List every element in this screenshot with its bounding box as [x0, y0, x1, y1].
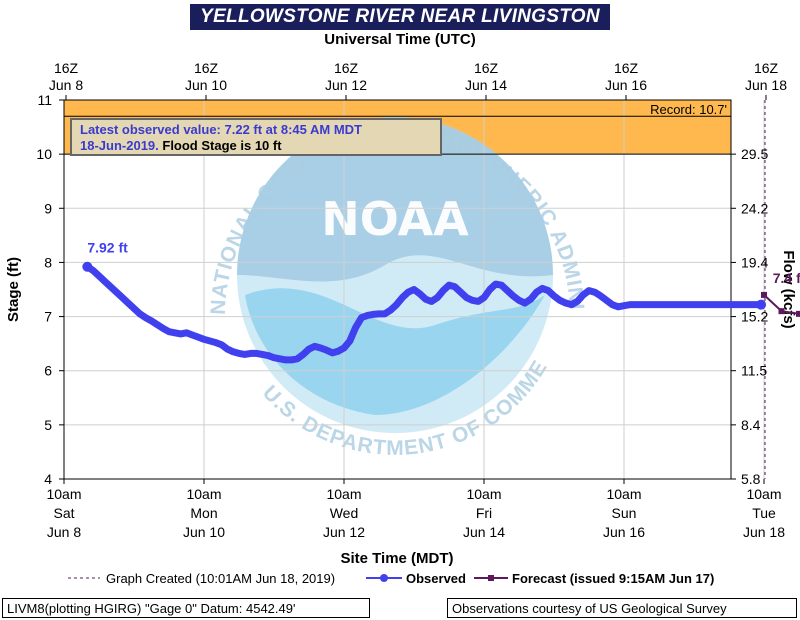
chart-title: YELLOWSTONE RIVER NEAR LIVINGSTON: [190, 4, 610, 30]
x-axis-title: Site Time (MDT): [340, 550, 453, 567]
forecast-start-annotation: 7.4 ft: [773, 270, 800, 286]
top-tick-time-label: 16Z: [194, 60, 219, 76]
observed-first-point: [82, 261, 93, 272]
record-stage-label: Record: 10.7': [650, 102, 727, 117]
x-tick-date-label: Jun 8: [47, 524, 81, 540]
datum-info: LIVM8(plotting HGIRG) "Gage 0" Datum: 45…: [2, 598, 370, 618]
x-tick-day-label: Tue: [752, 505, 776, 521]
top-tick-date-label: Jun 8: [49, 77, 83, 93]
utc-axis-title: Universal Time (UTC): [324, 31, 476, 48]
y2-tick-label: 11.5: [741, 363, 767, 379]
y2-tick-label: 29.5: [741, 146, 768, 162]
observed-peak-annotation: 7.92 ft: [87, 240, 128, 256]
legend-observed-label: Observed: [406, 571, 466, 586]
noaa-logo-text: NOAA: [321, 192, 469, 246]
forecast-point: [761, 291, 767, 298]
latest-observed-info-box: Latest observed value: 7.22 ft at 8:45 A…: [70, 118, 442, 156]
y-tick-label: 6: [44, 363, 52, 379]
plot-frame: [63, 99, 732, 480]
latest-observed-date: 18-Jun-2019.: [80, 138, 159, 153]
top-tick-date-label: Jun 10: [185, 77, 227, 93]
top-tick-time-label: 16Z: [54, 60, 79, 76]
y2-tick-label: 5.8: [741, 471, 761, 487]
x-tick-time-label: 10am: [186, 486, 221, 502]
legend-observed-marker: [380, 574, 388, 582]
x-tick-day-label: Fri: [476, 505, 492, 521]
x-tick-day-label: Wed: [330, 505, 359, 521]
y-tick-label: 11: [37, 92, 52, 108]
legend-forecast-label: Forecast (issued 9:15AM Jun 17): [512, 571, 714, 586]
y2-tick-label: 19.4: [741, 254, 768, 270]
x-tick-day-label: Mon: [190, 505, 217, 521]
x-tick-date-label: Jun 18: [743, 524, 785, 540]
flood-stage-text: Flood Stage is 10 ft: [158, 138, 282, 153]
top-tick-time-label: 16Z: [474, 60, 499, 76]
data-source-credit: Observations courtesy of US Geological S…: [447, 598, 797, 618]
x-tick-time-label: 10am: [606, 486, 641, 502]
y2-tick-label: 8.4: [741, 417, 761, 433]
x-tick-time-label: 10am: [326, 486, 361, 502]
forecast-point: [778, 308, 785, 315]
top-tick-date-label: Jun 18: [745, 77, 787, 93]
y-tick-label: 10: [36, 146, 52, 162]
forecast-point: [796, 310, 800, 317]
top-tick-date-label: Jun 12: [325, 77, 367, 93]
observed-series-line: [83, 263, 765, 364]
x-tick-time-label: 10am: [466, 486, 501, 502]
noaa-logo-sky: [237, 117, 553, 282]
y2-tick-label: 24.2: [741, 200, 768, 216]
y2-axis-title: Flow (kcfs): [780, 250, 797, 328]
legend-forecast-marker: [488, 575, 494, 581]
x-tick-date-label: Jun 12: [323, 524, 365, 540]
x-tick-date-label: Jun 16: [603, 524, 645, 540]
noaa-logo-sea: [245, 288, 545, 415]
x-tick-day-label: Sun: [612, 505, 637, 521]
top-tick-time-label: 16Z: [614, 60, 639, 76]
x-tick-date-label: Jun 14: [463, 524, 505, 540]
y2-tick-label: 15.2: [741, 309, 768, 325]
legend-graph-created-label: Graph Created (10:01AM Jun 18, 2019): [106, 571, 335, 586]
latest-observed-text: Latest observed value: 7.22 ft at 8:45 A…: [80, 122, 362, 137]
x-tick-time-label: 10am: [46, 486, 81, 502]
y-tick-label: 5: [44, 417, 52, 433]
top-tick-date-label: Jun 16: [605, 77, 647, 93]
observed-last-point: [756, 299, 767, 310]
top-tick-time-label: 16Z: [334, 60, 359, 76]
y-tick-label: 9: [44, 200, 52, 216]
x-tick-time-label: 10am: [746, 486, 781, 502]
x-tick-date-label: Jun 10: [183, 524, 225, 540]
top-tick-date-label: Jun 14: [465, 77, 507, 93]
top-tick-time-label: 16Z: [754, 60, 779, 76]
y-axis-title: Stage (ft): [5, 257, 22, 322]
y-tick-label: 8: [44, 254, 52, 270]
x-tick-day-label: Sat: [53, 505, 74, 521]
y-tick-label: 7: [44, 309, 52, 325]
y-tick-label: 4: [44, 471, 52, 487]
